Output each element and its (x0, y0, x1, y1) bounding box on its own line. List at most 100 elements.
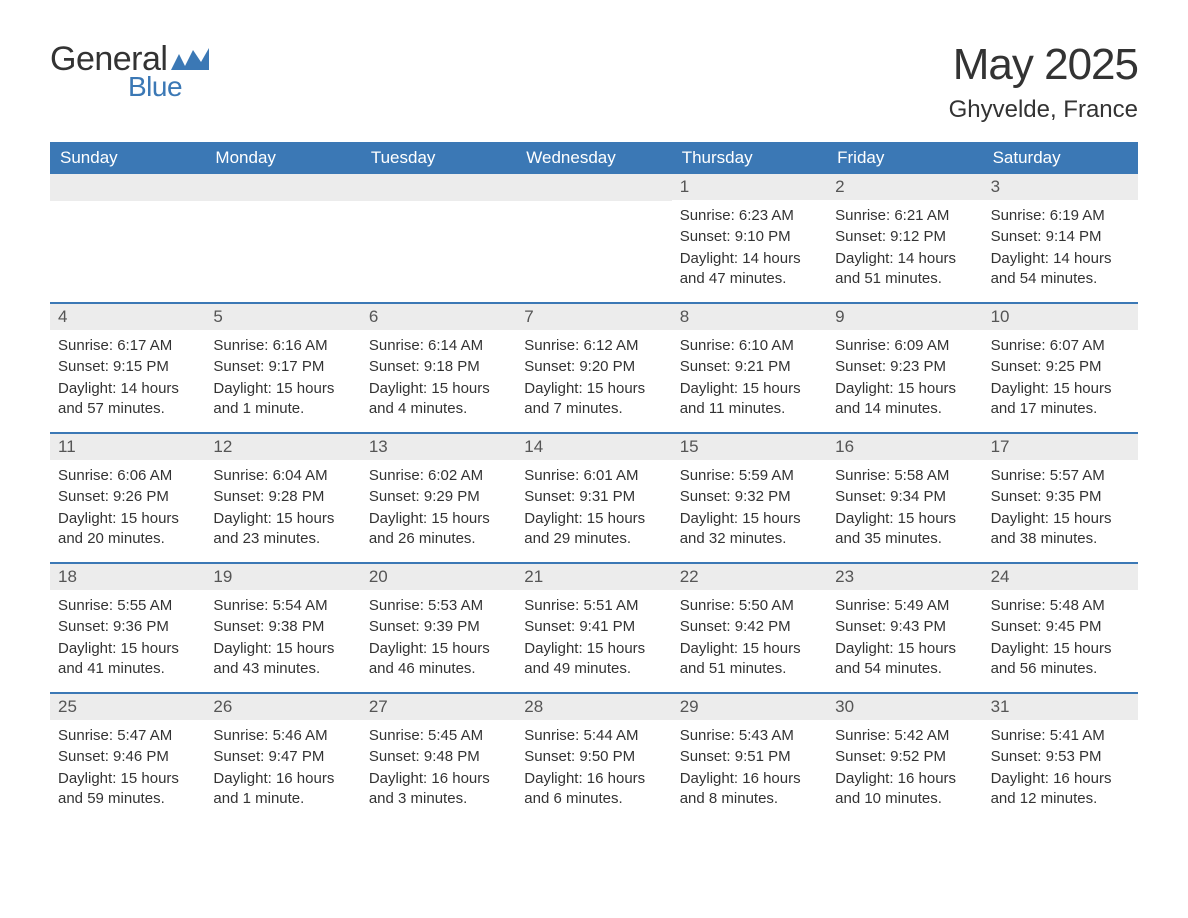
daylight-line: Daylight: 14 hours and 54 minutes. (991, 249, 1130, 290)
calendar-week: 18Sunrise: 5:55 AMSunset: 9:36 PMDayligh… (50, 562, 1138, 692)
calendar-week: 1Sunrise: 6:23 AMSunset: 9:10 PMDaylight… (50, 174, 1138, 302)
sunset-line: Sunset: 9:39 PM (369, 617, 508, 637)
calendar-day-cell: 18Sunrise: 5:55 AMSunset: 9:36 PMDayligh… (50, 564, 205, 692)
day-body: Sunrise: 6:16 AMSunset: 9:17 PMDaylight:… (205, 330, 360, 428)
sunrise-line: Sunrise: 5:57 AM (991, 466, 1130, 486)
daylight-line: Daylight: 16 hours and 1 minute. (213, 769, 352, 810)
daylight-line: Daylight: 15 hours and 14 minutes. (835, 379, 974, 420)
daylight-line: Daylight: 15 hours and 38 minutes. (991, 509, 1130, 550)
day-number: 27 (361, 694, 516, 720)
calendar-day-cell: 7Sunrise: 6:12 AMSunset: 9:20 PMDaylight… (516, 304, 671, 432)
weekday-header: Saturday (983, 142, 1138, 174)
sunrise-line: Sunrise: 5:58 AM (835, 466, 974, 486)
weekday-header: Sunday (50, 142, 205, 174)
calendar-day-cell: 10Sunrise: 6:07 AMSunset: 9:25 PMDayligh… (983, 304, 1138, 432)
calendar-day-cell: 21Sunrise: 5:51 AMSunset: 9:41 PMDayligh… (516, 564, 671, 692)
calendar-day-cell: 26Sunrise: 5:46 AMSunset: 9:47 PMDayligh… (205, 694, 360, 822)
calendar-day-cell: 25Sunrise: 5:47 AMSunset: 9:46 PMDayligh… (50, 694, 205, 822)
daylight-line: Daylight: 15 hours and 35 minutes. (835, 509, 974, 550)
day-body: Sunrise: 6:12 AMSunset: 9:20 PMDaylight:… (516, 330, 671, 428)
daylight-line: Daylight: 15 hours and 49 minutes. (524, 639, 663, 680)
day-number: 2 (827, 174, 982, 200)
sunset-line: Sunset: 9:51 PM (680, 747, 819, 767)
logo: General Blue (50, 40, 209, 103)
calendar-day-cell: 14Sunrise: 6:01 AMSunset: 9:31 PMDayligh… (516, 434, 671, 562)
sunrise-line: Sunrise: 5:42 AM (835, 726, 974, 746)
day-number: 23 (827, 564, 982, 590)
day-body: Sunrise: 5:47 AMSunset: 9:46 PMDaylight:… (50, 720, 205, 818)
day-body: Sunrise: 6:21 AMSunset: 9:12 PMDaylight:… (827, 200, 982, 298)
day-number: 15 (672, 434, 827, 460)
calendar-day-cell: 30Sunrise: 5:42 AMSunset: 9:52 PMDayligh… (827, 694, 982, 822)
sunset-line: Sunset: 9:23 PM (835, 357, 974, 377)
day-number: 8 (672, 304, 827, 330)
sunset-line: Sunset: 9:46 PM (58, 747, 197, 767)
day-number: 30 (827, 694, 982, 720)
day-number: 11 (50, 434, 205, 460)
calendar-day-cell: 3Sunrise: 6:19 AMSunset: 9:14 PMDaylight… (983, 174, 1138, 302)
daylight-line: Daylight: 15 hours and 46 minutes. (369, 639, 508, 680)
daylight-line: Daylight: 15 hours and 54 minutes. (835, 639, 974, 680)
sunrise-line: Sunrise: 5:46 AM (213, 726, 352, 746)
sunset-line: Sunset: 9:12 PM (835, 227, 974, 247)
calendar-week: 25Sunrise: 5:47 AMSunset: 9:46 PMDayligh… (50, 692, 1138, 822)
day-body: Sunrise: 5:54 AMSunset: 9:38 PMDaylight:… (205, 590, 360, 688)
daylight-line: Daylight: 16 hours and 12 minutes. (991, 769, 1130, 810)
sunrise-line: Sunrise: 5:43 AM (680, 726, 819, 746)
day-body: Sunrise: 5:59 AMSunset: 9:32 PMDaylight:… (672, 460, 827, 558)
sunrise-line: Sunrise: 6:16 AM (213, 336, 352, 356)
daylight-line: Daylight: 16 hours and 3 minutes. (369, 769, 508, 810)
calendar-day-cell: 22Sunrise: 5:50 AMSunset: 9:42 PMDayligh… (672, 564, 827, 692)
header: General Blue May 2025 Ghyvelde, France (50, 40, 1138, 124)
calendar-day-cell (205, 174, 360, 302)
sunrise-line: Sunrise: 5:51 AM (524, 596, 663, 616)
calendar-day-cell (361, 174, 516, 302)
day-body: Sunrise: 5:58 AMSunset: 9:34 PMDaylight:… (827, 460, 982, 558)
weekday-header: Wednesday (516, 142, 671, 174)
day-number: 20 (361, 564, 516, 590)
weekday-header-row: SundayMondayTuesdayWednesdayThursdayFrid… (50, 142, 1138, 174)
sunrise-line: Sunrise: 6:14 AM (369, 336, 508, 356)
daylight-line: Daylight: 15 hours and 11 minutes. (680, 379, 819, 420)
sunset-line: Sunset: 9:21 PM (680, 357, 819, 377)
sunrise-line: Sunrise: 6:17 AM (58, 336, 197, 356)
calendar-day-cell: 24Sunrise: 5:48 AMSunset: 9:45 PMDayligh… (983, 564, 1138, 692)
calendar-day-cell: 31Sunrise: 5:41 AMSunset: 9:53 PMDayligh… (983, 694, 1138, 822)
daylight-line: Daylight: 15 hours and 1 minute. (213, 379, 352, 420)
day-number: 19 (205, 564, 360, 590)
day-body: Sunrise: 5:50 AMSunset: 9:42 PMDaylight:… (672, 590, 827, 688)
calendar-day-cell: 29Sunrise: 5:43 AMSunset: 9:51 PMDayligh… (672, 694, 827, 822)
daylight-line: Daylight: 15 hours and 29 minutes. (524, 509, 663, 550)
day-body: Sunrise: 5:45 AMSunset: 9:48 PMDaylight:… (361, 720, 516, 818)
day-body: Sunrise: 5:44 AMSunset: 9:50 PMDaylight:… (516, 720, 671, 818)
day-number: 31 (983, 694, 1138, 720)
sunrise-line: Sunrise: 6:01 AM (524, 466, 663, 486)
calendar-day-cell: 27Sunrise: 5:45 AMSunset: 9:48 PMDayligh… (361, 694, 516, 822)
sunrise-line: Sunrise: 6:04 AM (213, 466, 352, 486)
sunrise-line: Sunrise: 6:07 AM (991, 336, 1130, 356)
weekday-header: Thursday (672, 142, 827, 174)
sunset-line: Sunset: 9:42 PM (680, 617, 819, 637)
daylight-line: Daylight: 15 hours and 23 minutes. (213, 509, 352, 550)
empty-day-header (205, 174, 360, 201)
daylight-line: Daylight: 15 hours and 20 minutes. (58, 509, 197, 550)
empty-day-header (361, 174, 516, 201)
calendar-day-cell: 17Sunrise: 5:57 AMSunset: 9:35 PMDayligh… (983, 434, 1138, 562)
calendar-day-cell: 2Sunrise: 6:21 AMSunset: 9:12 PMDaylight… (827, 174, 982, 302)
sunset-line: Sunset: 9:14 PM (991, 227, 1130, 247)
page-title: May 2025 (949, 40, 1138, 90)
daylight-line: Daylight: 15 hours and 4 minutes. (369, 379, 508, 420)
daylight-line: Daylight: 15 hours and 56 minutes. (991, 639, 1130, 680)
day-body: Sunrise: 6:07 AMSunset: 9:25 PMDaylight:… (983, 330, 1138, 428)
calendar-day-cell: 9Sunrise: 6:09 AMSunset: 9:23 PMDaylight… (827, 304, 982, 432)
calendar-day-cell: 20Sunrise: 5:53 AMSunset: 9:39 PMDayligh… (361, 564, 516, 692)
sunrise-line: Sunrise: 6:10 AM (680, 336, 819, 356)
sunrise-line: Sunrise: 6:02 AM (369, 466, 508, 486)
day-body: Sunrise: 6:10 AMSunset: 9:21 PMDaylight:… (672, 330, 827, 428)
day-number: 4 (50, 304, 205, 330)
day-number: 22 (672, 564, 827, 590)
sunrise-line: Sunrise: 6:23 AM (680, 206, 819, 226)
sunset-line: Sunset: 9:20 PM (524, 357, 663, 377)
logo-text-blue: Blue (128, 71, 182, 103)
sunrise-line: Sunrise: 6:19 AM (991, 206, 1130, 226)
